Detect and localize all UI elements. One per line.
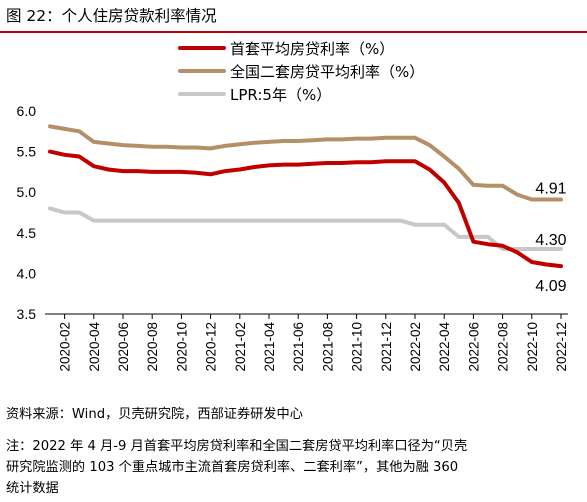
- legend-label: LPR:5年（%）: [230, 86, 331, 104]
- x-tick-label: 2020-08: [145, 322, 160, 372]
- x-tick-label: 2021-10: [350, 322, 365, 372]
- chart-title: 图 22：个人住房贷款利率情况: [6, 7, 217, 25]
- x-tick-label: 2022-06: [466, 322, 481, 372]
- x-tick-label: 2020-10: [174, 322, 189, 372]
- footnote-line-2: 研究院监测的 103 个重点城市主流首套房贷利率、二套利率”，其他为融 360: [6, 460, 459, 475]
- x-tick-label: 2021-08: [320, 322, 335, 372]
- x-tick-label: 2020-12: [204, 322, 219, 372]
- x-tick-label: 2021-04: [262, 322, 277, 372]
- x-tick-label: 2022-04: [437, 322, 452, 372]
- footnote-line-1: 注：2022 年 4 月-9 月首套平均房贷利率和全国二套房贷平均利率口径为“贝…: [6, 439, 468, 454]
- legend-label: 全国二套房贷平均利率（%）: [230, 63, 424, 81]
- y-tick-label: 4.5: [17, 225, 37, 241]
- y-tick-label: 5.5: [17, 144, 37, 160]
- x-tick-label: 2021-06: [291, 322, 306, 372]
- x-tick-label: 2022-10: [525, 322, 540, 372]
- series-line: [48, 206, 563, 251]
- y-tick-label: 5.0: [17, 184, 37, 200]
- x-tick-label: 2021-12: [379, 322, 394, 372]
- x-tick-label: 2020-06: [116, 322, 131, 372]
- data-label: 4.09: [535, 278, 566, 295]
- legend-label: 首套平均房贷利率（%）: [230, 40, 394, 58]
- series-line: [48, 124, 563, 202]
- data-label: 4.30: [535, 232, 566, 249]
- series-line: [48, 149, 563, 269]
- line-chart: 3.5 4.0 4.5 5.0 5.5 6.0 2020-02 2020-04 2020-06 2…: [17, 40, 569, 372]
- title-rule: [0, 31, 587, 33]
- data-label: 4.91: [535, 181, 566, 198]
- x-tick-label: 2022-02: [408, 322, 423, 372]
- y-tick-label: 6.0: [17, 103, 37, 119]
- x-tick-label: 2022-08: [496, 322, 511, 372]
- y-tick-label: 3.5: [17, 306, 37, 322]
- x-tick-label: 2022-12: [554, 322, 569, 372]
- x-tick-label: 2020-02: [58, 322, 73, 372]
- y-tick-label: 4.0: [17, 265, 37, 281]
- source-note: 资料来源：Wind，贝壳研究院，西部证券研发中心: [6, 407, 303, 422]
- x-tick-label: 2020-04: [87, 322, 102, 372]
- footnote-line-3: 统计数据: [6, 481, 59, 496]
- x-tick-label: 2021-02: [233, 322, 248, 372]
